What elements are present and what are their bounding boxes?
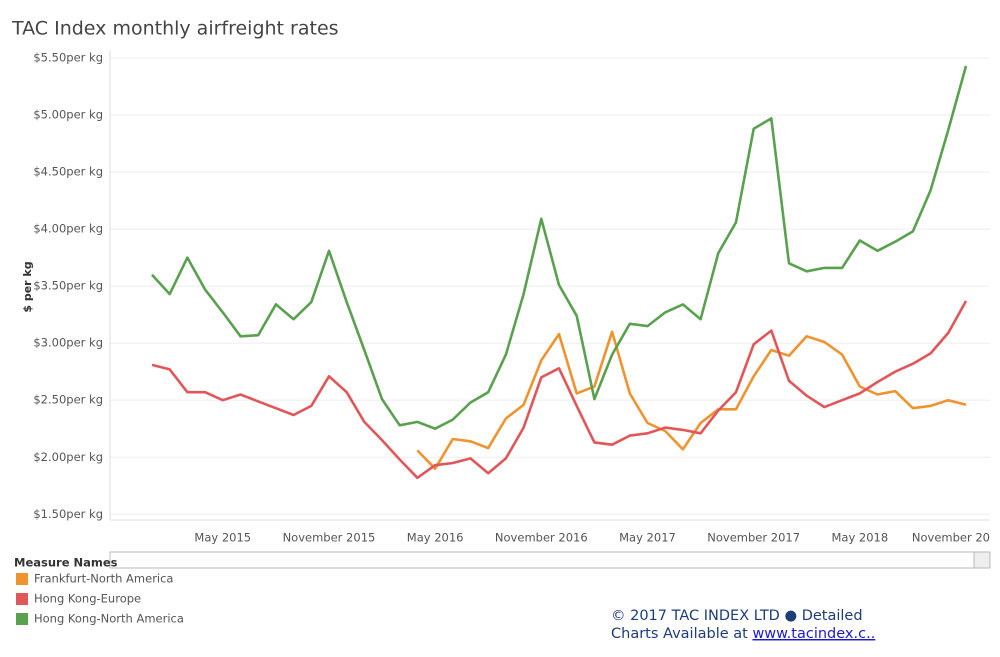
series-line [151,300,968,480]
y-tick-label: $3.50per kg [33,279,103,293]
y-tick-label: $3.00per kg [33,336,103,350]
x-tick-label: May 2016 [407,531,464,545]
x-tick-label: May 2017 [619,531,676,545]
legend-label: Frankfurt-North America [34,572,173,586]
y-tick-label: $5.50per kg [33,50,103,64]
x-tick-label: November 2015 [283,531,376,545]
y-tick-label: $4.00per kg [33,222,103,236]
scrollbar-thumb[interactable] [973,551,991,569]
y-tick-label: $2.00per kg [33,450,103,464]
footer-text: Charts Available at [611,626,748,642]
y-tick-label: $4.50per kg [33,165,103,179]
y-axis-label: $ per kg [21,261,34,312]
legend-label: Hong Kong-Europe [34,592,141,606]
y-tick-label: $1.50per kg [33,507,103,521]
legend-title: Measure Names [14,556,118,570]
x-tick-label: November 2017 [707,531,800,545]
legend-swatch [16,613,28,625]
footer-line: © 2017 TAC INDEX LTD ● Detailed [611,608,863,624]
footer-link[interactable]: www.tacindex.c.. [752,626,875,642]
series-line [151,65,968,430]
x-tick-label: November 20 [912,531,990,545]
series-line [416,330,967,470]
x-tick-label: November 2016 [495,531,588,545]
scrollbar[interactable] [109,551,975,569]
legend-label: Hong Kong-North America [34,612,184,626]
x-tick-label: May 2018 [831,531,888,545]
y-tick-label: $2.50per kg [33,393,103,407]
legend-swatch [16,573,28,585]
y-tick-label: $5.00per kg [33,108,103,122]
chart-title: TAC Index monthly airfreight rates [11,18,339,40]
x-tick-label: May 2015 [194,531,251,545]
legend-swatch [16,593,28,605]
footer-line: Charts Available at www.tacindex.c.. [611,626,875,642]
